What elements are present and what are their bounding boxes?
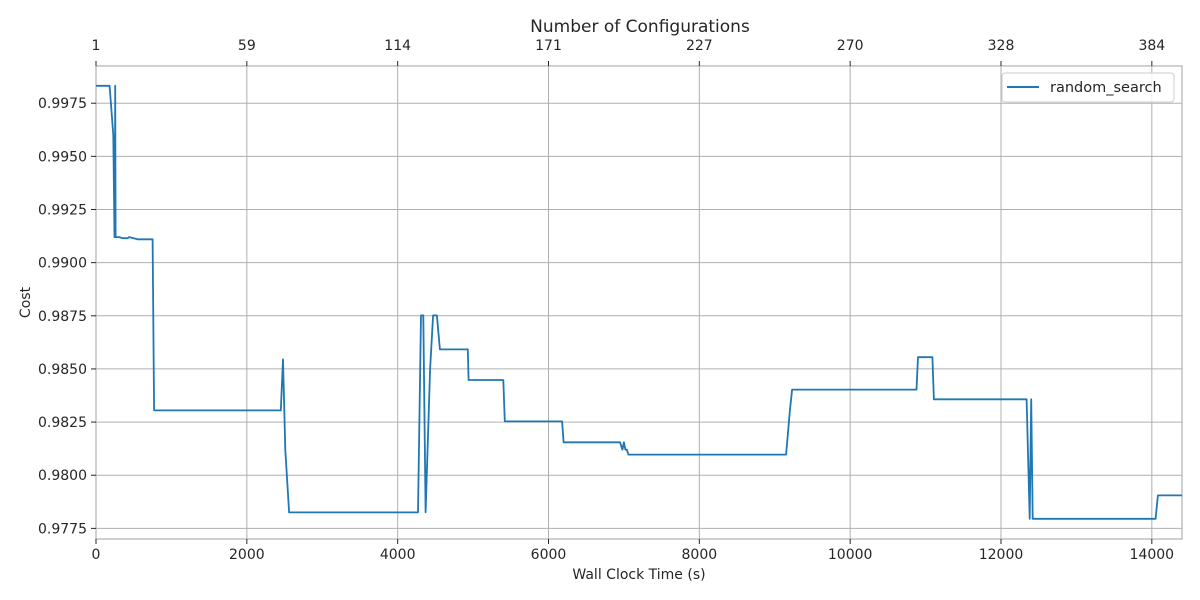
legend-label: random_search — [1050, 80, 1162, 96]
x-tick-label: 12000 — [979, 547, 1024, 563]
y-tick-label: 0.9950 — [38, 149, 87, 165]
x-tick-label: 2000 — [229, 547, 265, 563]
top-tick-label: 171 — [535, 38, 562, 54]
legend-box — [1001, 72, 1175, 103]
y-tick-label: 0.9900 — [38, 256, 87, 272]
y-gridlines — [96, 102, 1182, 529]
x-tick-label: 8000 — [682, 547, 718, 563]
top-tick-label: 328 — [988, 38, 1015, 54]
plot-frame — [95, 65, 1183, 540]
x-tick-label: 10000 — [828, 547, 873, 563]
top-tick-label: 227 — [686, 38, 713, 54]
x-tick-label: 0 — [92, 547, 101, 563]
top-tick-label: 1 — [92, 38, 101, 54]
top-axis-title: Number of Configurations — [530, 17, 750, 37]
x-tick-label: 4000 — [380, 547, 416, 563]
top-tick-label: 59 — [238, 38, 256, 54]
x-gridlines — [246, 66, 1153, 539]
top-tick-label: 270 — [837, 38, 864, 54]
y-axis-ticks: 0.9775 0.9800 0.9825 0.9850 0.9875 0.9900 0.99… — [38, 96, 96, 537]
y-tick-label: 0.9825 — [38, 415, 87, 431]
x-tick-label: 6000 — [531, 547, 567, 563]
series-layer — [96, 84, 1182, 520]
y-tick-label: 0.9975 — [38, 96, 87, 112]
y-tick-label: 0.9800 — [38, 468, 87, 484]
y-tick-label: 0.9875 — [38, 309, 87, 325]
y-tick-label: 0.9850 — [38, 362, 87, 378]
x-tick-label: 14000 — [1130, 547, 1175, 563]
top-tick-label: 114 — [384, 38, 411, 54]
x-axis-ticks: 0 2000 4000 6000 8000 10000 12000 14000 — [92, 539, 1175, 563]
y-axis-title: Cost — [18, 286, 34, 318]
legend: random_search — [1001, 72, 1175, 103]
series-line-random_search — [96, 84, 1182, 520]
x-axis-title: Wall Clock Time (s) — [572, 567, 705, 583]
y-tick-label: 0.9925 — [38, 202, 87, 218]
top-axis-ticks: 1 59 114 171 227 270 328 384 — [92, 38, 1165, 66]
y-tick-label: 0.9775 — [38, 521, 87, 537]
top-tick-label: 384 — [1138, 38, 1165, 54]
